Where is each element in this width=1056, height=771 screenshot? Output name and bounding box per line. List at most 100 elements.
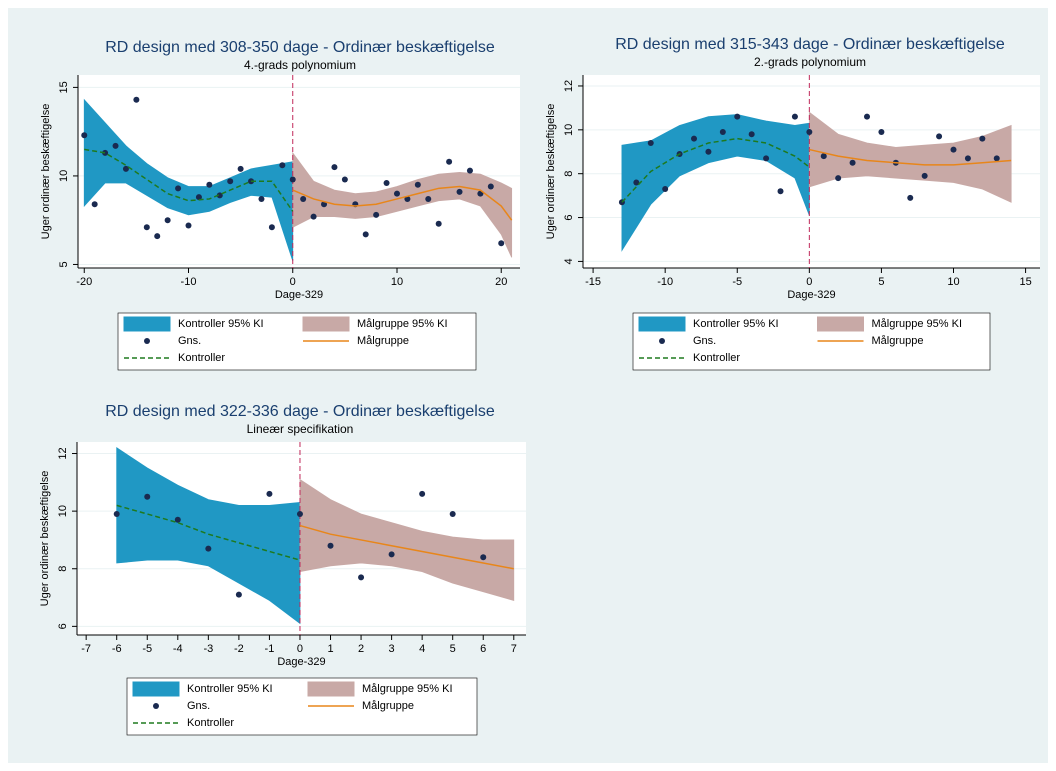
- mean-point: [174, 516, 181, 523]
- mean-point: [133, 96, 140, 103]
- legend-label: Kontroller: [178, 352, 225, 364]
- mean-point: [414, 181, 421, 188]
- x-tick-label: 6: [480, 643, 486, 655]
- mean-point: [993, 155, 1000, 162]
- legend-label: Gns.: [693, 335, 716, 347]
- mean-point: [195, 194, 202, 201]
- y-tick-label: 10: [58, 170, 70, 182]
- mean-point: [175, 185, 182, 192]
- mean-point: [300, 195, 307, 202]
- chart-title: RD design med 308-350 dage - Ordinær bes…: [105, 39, 495, 56]
- mean-point: [227, 178, 234, 185]
- legend-label: Kontroller 95% KI: [187, 683, 273, 695]
- y-tick-label: 12: [57, 447, 69, 459]
- mean-point: [383, 180, 390, 187]
- mean-point: [143, 224, 150, 231]
- mean-point: [341, 176, 348, 183]
- mean-point: [331, 164, 338, 171]
- mean-point: [791, 113, 798, 120]
- fit-line: [621, 137, 810, 203]
- y-tick-label: 6: [57, 623, 69, 629]
- legend-label: Målgruppe: [362, 700, 414, 712]
- y-tick-label: 4: [563, 258, 575, 264]
- x-tick-label: 5: [878, 276, 884, 288]
- legend-label: Gns.: [187, 700, 210, 712]
- mean-point: [289, 176, 296, 183]
- mean-point: [206, 181, 213, 188]
- legend-swatch: [817, 316, 864, 332]
- mean-point: [964, 155, 971, 162]
- legend-box: [117, 312, 477, 371]
- y-tick-label: 12: [563, 80, 575, 92]
- legend-swatch: [307, 681, 355, 697]
- legend-label: Målgruppe 95% KI: [872, 318, 963, 330]
- mean-point: [358, 574, 365, 581]
- legend-label: Kontroller 95% KI: [693, 318, 779, 330]
- y-tick-label: 8: [563, 171, 575, 177]
- mean-point: [235, 591, 242, 598]
- x-tick-label: -15: [585, 276, 601, 288]
- mean-point: [268, 224, 275, 231]
- legend-label: Kontroller 95% KI: [178, 318, 264, 330]
- x-tick-label: -3: [203, 643, 213, 655]
- legend-swatch: [123, 316, 171, 332]
- x-tick-label: 20: [495, 276, 507, 288]
- mean-point: [487, 183, 494, 190]
- mean-point: [936, 133, 943, 140]
- y-axis-label: Uger ordinær beskæftigelse: [40, 104, 52, 240]
- mean-point: [266, 490, 273, 497]
- x-tick-label: 0: [290, 276, 296, 288]
- legend-label: Målgruppe: [357, 335, 409, 347]
- legend: Kontroller 95% KI Målgruppe 95% KI Gns. Mål…: [117, 312, 477, 371]
- x-tick-label: 3: [389, 643, 395, 655]
- legend-swatch: [638, 316, 686, 332]
- mean-point: [480, 554, 487, 561]
- x-axis-label: Dage-329: [787, 289, 835, 301]
- y-tick-label: 10: [563, 124, 575, 136]
- legend: Kontroller 95% KI Målgruppe 95% KI Gns. Mål…: [632, 312, 991, 371]
- mean-point: [102, 149, 109, 156]
- fit-line: [299, 524, 514, 570]
- mean-point: [921, 172, 928, 179]
- mean-point: [748, 131, 755, 138]
- mean-point: [950, 146, 957, 153]
- legend-box: [632, 312, 991, 371]
- legend-label: Kontroller: [187, 717, 234, 729]
- x-tick-label: -6: [112, 643, 122, 655]
- mean-point: [719, 129, 726, 136]
- x-axis-label: Dage-329: [275, 289, 323, 301]
- y-tick-label: 6: [563, 214, 575, 220]
- x-tick-label: 15: [1019, 276, 1031, 288]
- mean-point: [878, 129, 885, 136]
- x-tick-label: -4: [173, 643, 183, 655]
- mean-point: [662, 186, 669, 193]
- mean-point: [113, 511, 120, 518]
- mean-point: [849, 159, 856, 166]
- mean-point: [806, 129, 813, 136]
- mean-point: [122, 165, 129, 172]
- legend-label: Målgruppe 95% KI: [362, 683, 453, 695]
- confidence-band: [299, 478, 515, 601]
- mean-point: [435, 220, 442, 227]
- x-tick-label: 0: [297, 643, 303, 655]
- mean-point: [216, 192, 223, 199]
- mean-point: [296, 511, 303, 518]
- mean-point: [362, 231, 369, 238]
- legend-swatch: [659, 338, 665, 344]
- mean-point: [279, 162, 286, 169]
- mean-point: [185, 222, 192, 229]
- y-tick-label: 5: [58, 261, 70, 267]
- mean-point: [258, 195, 265, 202]
- x-tick-label: -2: [234, 643, 244, 655]
- fit-line: [292, 185, 513, 221]
- x-tick-label: -10: [181, 276, 197, 288]
- mean-point: [91, 201, 98, 208]
- x-axis-label: Dage-329: [277, 656, 325, 668]
- fit-line: [116, 504, 301, 561]
- legend-label: Målgruppe: [872, 335, 924, 347]
- x-tick-label: -10: [657, 276, 673, 288]
- x-tick-label: 2: [358, 643, 364, 655]
- mean-point: [835, 175, 842, 182]
